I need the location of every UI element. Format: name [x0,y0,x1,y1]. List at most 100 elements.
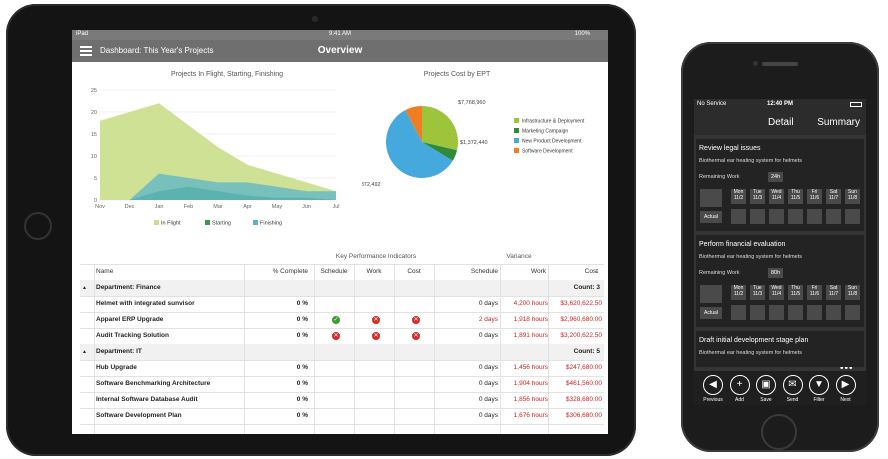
collapse-triangle-icon[interactable]: ▲ [82,285,87,291]
project-name[interactable]: Audit Tracking Solution [96,332,169,339]
column-header[interactable]: % Complete [272,268,308,275]
percent-complete: 0 % [296,364,308,371]
tablet-home-button[interactable] [24,212,52,240]
legend-label: Infrastructure & Deployment [522,119,585,125]
project-name[interactable]: Software Benchmarking Architecture [96,380,211,387]
legend-label: New Product Development [522,139,582,145]
tab-detail[interactable]: Detail [768,117,794,128]
day-header: Wed 11/4 [769,189,784,204]
previous-icon[interactable]: ◀ [703,375,723,395]
kpi-cell: ✕ [356,328,396,344]
table-row[interactable]: Helmet with integrated sunvisor 0 % 0 days… [80,296,604,313]
table-row[interactable]: Audit Tracking Solution 0 % ✕ ✕ ✕ 0 days 1,891… [80,328,604,345]
tab-summary[interactable]: Summary [817,117,860,128]
column-header[interactable]: Cost [584,268,598,275]
legend-label: Marketing Campaign [522,129,568,135]
department-row[interactable]: ▲ Department: IT Count: 5 [80,344,604,361]
remaining-work-value[interactable]: 24h [768,172,784,182]
table-row[interactable]: Apparel ERP Upgrade 0 % ✓ ✕ ✕ 2 days 1,918 hou… [80,312,604,329]
day-input[interactable] [769,209,784,224]
phone-nav-bar: Detail Summary [694,111,866,135]
remaining-work-value[interactable]: 80h [768,268,784,278]
filter-icon[interactable]: ▼ [809,375,829,395]
column-header[interactable]: Cost [407,268,421,275]
kpi-cell [356,392,396,408]
day-header: Tue 11/3 [750,285,765,300]
column-divider [314,264,315,434]
column-divider [548,264,549,434]
project-name[interactable]: Hub Upgrade [96,364,137,371]
day-header: Fri 11/6 [807,285,822,300]
phone-home-button[interactable] [761,414,797,450]
more-icon[interactable]: ••• [840,363,854,374]
day-input[interactable] [845,209,860,224]
day-input[interactable] [731,209,746,224]
x-tick-label: Feb [184,204,193,210]
row-handle [700,189,722,207]
column-header[interactable]: Schedule [470,268,498,275]
kpi-cell: ✕ [316,328,356,344]
breadcrumb[interactable]: Dashboard: This Year's Projects [100,46,214,55]
variance-work: 1,918 hours [513,316,548,323]
day-input[interactable] [845,305,860,320]
day-header: Sat 11/7 [826,189,841,204]
save-icon[interactable]: ▣ [756,375,776,395]
project-name[interactable]: Helmet with integrated sunvisor [96,300,195,307]
day-input[interactable] [769,305,784,320]
variance-cost: $306,680.00 [565,412,602,419]
project-name[interactable]: Internal Software Database Audit [96,396,198,403]
day-input[interactable] [731,305,746,320]
projects-grid: Key Performance Indicators Variance Name % … [80,250,604,434]
menu-icon[interactable] [80,46,92,56]
department-count: Count: 5 [573,348,600,355]
send-icon[interactable]: ✉ [782,375,803,395]
row-handle [700,285,722,303]
table-row[interactable]: Software Development Plan 0 % 0 days 1,676 … [80,408,604,425]
add-icon[interactable]: + [729,375,750,395]
column-header[interactable]: Name [96,268,114,275]
project-name[interactable]: Apparel ERP Upgrade [96,316,164,323]
table-row[interactable]: Hub Upgrade 0 % 0 days 1,456 hours $247,680.… [80,360,604,377]
task-card[interactable]: Perform financial evaluation Biothermal e… [696,235,864,327]
table-row[interactable]: Internal Software Database Audit 0 % 0 day… [80,392,604,409]
chevron-down-icon[interactable]: ⌄ [594,268,600,275]
variance-schedule: 0 days [478,380,498,387]
variance-work: 1,904 hours [513,380,548,387]
next-icon[interactable]: ▶ [835,375,856,395]
error-icon: ✕ [372,316,380,324]
tablet-camera [312,16,318,22]
y-tick-label: 25 [91,88,97,94]
collapse-triangle-icon[interactable]: ▲ [82,349,87,355]
day-input[interactable] [750,209,765,224]
phone-status-time: 12:40 PM [766,101,793,107]
nav-bar: Dashboard: This Year's Projects Overview [72,40,608,62]
variance-schedule: 2 days [478,316,498,323]
percent-complete: 0 % [296,412,308,419]
day-input[interactable] [788,209,803,224]
kpi-cell [396,392,436,408]
column-header[interactable]: Work [530,268,546,275]
day-input[interactable] [826,209,841,224]
column-header[interactable]: Work [366,268,382,275]
table-row[interactable]: Software Benchmarking Architecture 0 % 0 d… [80,376,604,393]
error-icon: ✕ [332,332,340,340]
variance-work: 1,891 hours [513,332,548,339]
task-card[interactable]: Review legal issues Biothermal ear heatin… [696,139,864,231]
legend-swatch [154,220,159,225]
day-header: Thu 11/5 [788,285,803,300]
battery-label: 100% [574,31,590,37]
legend-swatch [514,118,519,123]
column-header[interactable]: Schedule [320,268,348,275]
status-time: 9:41 AM [328,31,351,37]
kpi-cell [396,360,436,376]
variance-schedule: 0 days [478,396,498,403]
day-input[interactable] [750,305,765,320]
project-name[interactable]: Software Development Plan [96,412,182,419]
task-card[interactable]: Draft initial development stage plan Biot… [696,331,864,367]
day-input[interactable] [807,305,822,320]
day-input[interactable] [826,305,841,320]
day-input[interactable] [788,305,803,320]
department-row[interactable]: ▲ Department: Finance Count: 3 [80,280,604,297]
variance-group-header: Variance [506,253,532,260]
day-input[interactable] [807,209,822,224]
